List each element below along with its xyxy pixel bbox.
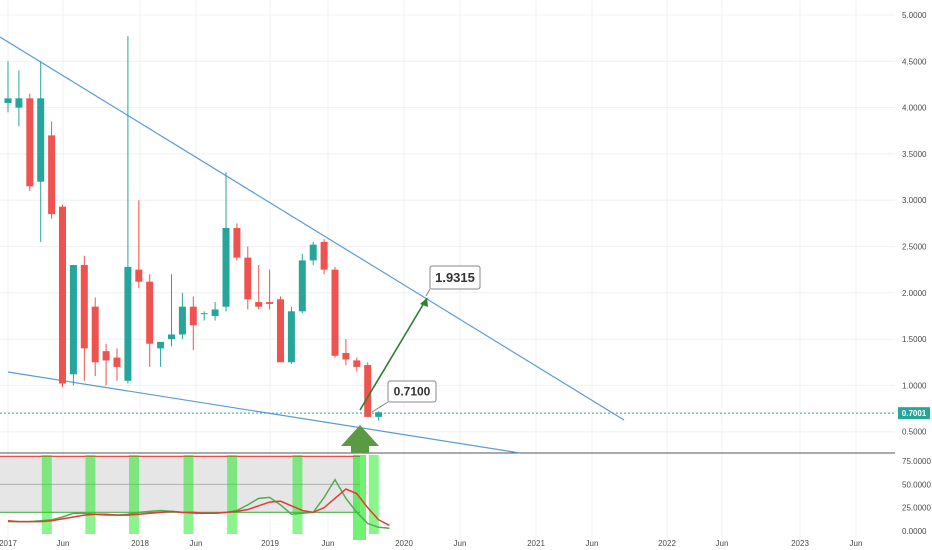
callout-0.7100-box <box>387 380 437 403</box>
projection-arrowhead <box>420 298 428 307</box>
y-tick-label: 0.5000 <box>902 428 927 437</box>
signal-highlight-bar <box>41 455 52 534</box>
candle-body <box>375 412 383 417</box>
x-tick-label: 2017 <box>0 539 17 548</box>
candle-body <box>255 302 263 307</box>
current-price-tag <box>898 407 930 420</box>
candle-body <box>91 306 99 363</box>
candle-body <box>233 227 241 258</box>
candle-body <box>102 351 110 361</box>
x-tick-label: Jun <box>586 539 599 548</box>
signal-highlight-bar <box>227 455 238 534</box>
y-tick-label: 4.5000 <box>902 57 927 66</box>
candle-body <box>309 244 317 261</box>
y-tick-label: 4.0000 <box>902 104 927 113</box>
x-tick-label: 2020 <box>395 539 413 548</box>
candle-body <box>331 269 339 356</box>
buy-signal-arrow <box>341 425 379 453</box>
signal-highlight-bar <box>368 455 379 534</box>
callout-0.7100-pointer <box>371 401 389 413</box>
signal-highlight-bar <box>129 455 139 534</box>
signal-highlight-bar <box>85 455 96 534</box>
candle-body <box>15 98 23 108</box>
y-tick-label: 2.0000 <box>902 289 927 298</box>
candle-body <box>4 98 12 103</box>
callout-0.7100-text: 0.7100 <box>394 385 431 399</box>
trend-lines <box>0 36 625 454</box>
candle-body <box>364 365 372 417</box>
oscillator-line <box>7 488 390 527</box>
x-tick-label: Jun <box>716 539 729 548</box>
candle-body <box>266 302 274 304</box>
candle-body <box>124 266 132 381</box>
upper-trendline <box>0 36 625 421</box>
candle-body <box>48 135 56 215</box>
candle-body <box>287 311 295 363</box>
callout-1.9315-text: 1.9315 <box>435 270 475 285</box>
x-tick-label: Jun <box>190 539 203 548</box>
candle-body <box>320 241 328 270</box>
signal-highlight-bar <box>183 455 194 534</box>
candle-body <box>200 313 208 315</box>
projection-arrow-line <box>359 297 428 411</box>
osc-y-tick-label: 25.0000 <box>902 504 931 513</box>
candle-body <box>342 352 350 360</box>
lower-trendline <box>7 371 521 454</box>
candle-body <box>244 257 252 300</box>
candle-body <box>135 269 143 282</box>
callout-1.9315-pointer <box>425 288 431 297</box>
candle-body <box>222 227 230 307</box>
x-tick-label: Jun <box>57 539 70 548</box>
y-tick-label: 3.0000 <box>902 196 927 205</box>
x-tick-label: 2019 <box>261 539 279 548</box>
osc-y-tick-label: 0.0000 <box>902 527 927 536</box>
y-tick-label: 1.0000 <box>902 381 927 390</box>
candle-body <box>80 265 88 349</box>
y-tick-label: 3.5000 <box>902 150 927 159</box>
osc-y-tick-label: 75.0000 <box>902 457 931 466</box>
x-tick-label: 2023 <box>791 539 809 548</box>
candle-body <box>113 357 121 367</box>
x-tick-label: Jun <box>850 539 863 548</box>
candle-body <box>189 306 197 326</box>
candle-body <box>26 98 34 187</box>
candle-body <box>37 98 45 182</box>
candle-body <box>157 341 165 349</box>
candle-body <box>211 309 219 316</box>
y-tick-label: 1.5000 <box>902 335 927 344</box>
x-tick-label: Jun <box>322 539 335 548</box>
x-tick-label: 2021 <box>527 539 545 548</box>
y-tick-label: 5.0000 <box>902 11 927 20</box>
candle-body <box>59 206 66 384</box>
y-tick-label: 2.5000 <box>902 243 927 252</box>
x-tick-label: Jun <box>454 539 467 548</box>
candle-body <box>146 281 154 344</box>
candle-body <box>298 260 306 312</box>
oscillator-panel[interactable] <box>0 452 895 540</box>
candle-body <box>168 334 175 340</box>
axes: 5.0000 4.5000 4.0000 3.5000 3.0000 2.5000 2.00… <box>0 11 931 548</box>
signal-highlight-bar <box>292 455 303 534</box>
x-tick-label: 2022 <box>658 539 676 548</box>
candle-body <box>178 306 186 335</box>
candle-body <box>69 265 77 375</box>
osc-y-tick-label: 50.0000 <box>902 480 931 489</box>
candlestick-series <box>4 36 383 421</box>
callout-1.9315-box <box>429 265 481 290</box>
candle-body <box>353 360 361 367</box>
current-price-tag-text: 0.7001 <box>902 409 927 418</box>
annotations: 0.7100 1.9315 <box>0 265 895 453</box>
candle-body <box>277 299 284 363</box>
x-tick-label: 2018 <box>131 539 149 548</box>
